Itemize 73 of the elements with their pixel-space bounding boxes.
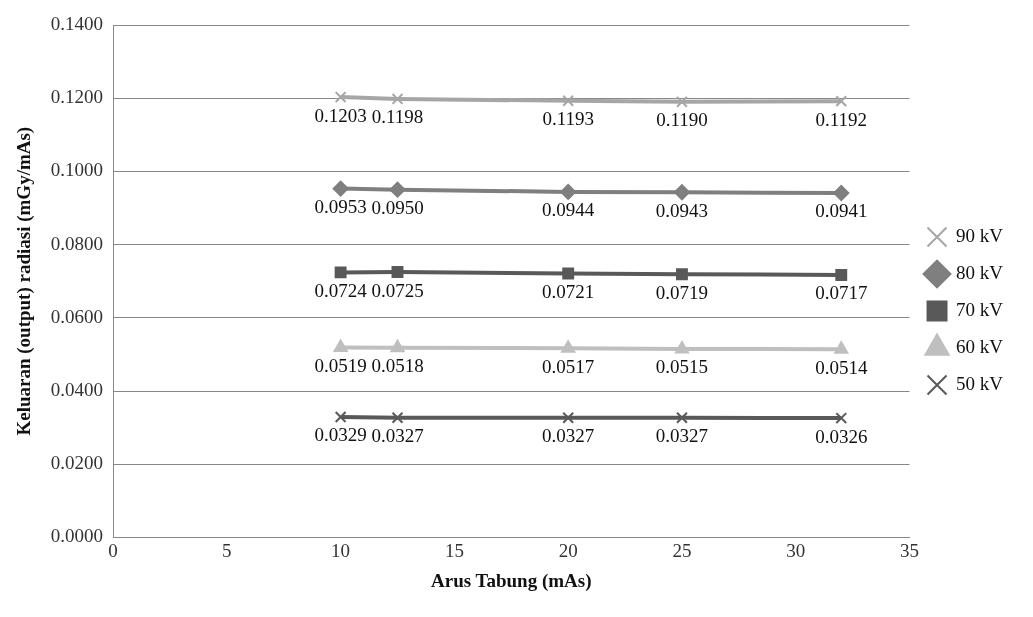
- data-label: 0.0327: [655, 425, 709, 447]
- legend-label: 90 kV: [956, 224, 1004, 246]
- data-label: 0.0719: [655, 281, 709, 303]
- point: [560, 183, 577, 200]
- legend-label: 80 kV: [956, 261, 1004, 283]
- data-label: 0.0717: [815, 282, 868, 304]
- point: [332, 180, 349, 197]
- data-label: 0.0327: [542, 425, 595, 447]
- point: [334, 266, 347, 279]
- point: [391, 92, 404, 105]
- data-label: 0.0519: [314, 354, 367, 376]
- data-label: 0.1192: [815, 108, 868, 130]
- x-tick-label: 25: [672, 539, 692, 561]
- point: [562, 94, 575, 107]
- data-label: 0.0724: [314, 279, 368, 301]
- x-tick-label: 5: [222, 539, 232, 561]
- x-tick-label: 15: [444, 539, 464, 561]
- y-tick-label: 0.0200: [50, 452, 104, 474]
- data-label: 0.0517: [542, 355, 595, 377]
- point: [562, 411, 575, 424]
- point: [390, 339, 405, 353]
- data-label: 0.0514: [815, 356, 868, 378]
- data-label: 0.0725: [371, 279, 424, 301]
- data-label: 0.0953: [314, 196, 367, 218]
- x-tick-label: 0: [108, 539, 118, 561]
- data-label: 0.0326: [815, 425, 868, 447]
- data-label: 0.0943: [655, 199, 709, 221]
- y-tick-label: 0.0400: [50, 378, 104, 400]
- y-tick-label: 0.0800: [50, 232, 104, 254]
- data-label: 0.0950: [371, 197, 424, 219]
- legend-label: 60 kV: [956, 335, 1004, 357]
- point: [674, 340, 690, 354]
- point: [391, 411, 404, 424]
- point: [676, 95, 688, 108]
- data-label: 0.0944: [542, 199, 595, 221]
- data-label: 0.0941: [815, 200, 868, 222]
- point: [835, 95, 848, 108]
- point: [334, 411, 347, 423]
- data-label: 0.1193: [542, 108, 594, 130]
- x-axis-title: Arus Tabung (mAs): [431, 569, 592, 592]
- x-tick-label: 10: [331, 539, 351, 561]
- point: [676, 411, 688, 424]
- y-tick-label: 0.1400: [50, 12, 104, 34]
- data-label: 0.0515: [655, 356, 709, 378]
- data-label: 0.0329: [314, 424, 367, 446]
- point: [834, 341, 849, 354]
- point: [389, 181, 406, 198]
- data-label: 0.0518: [371, 355, 424, 377]
- x-tick-label: 30: [786, 539, 806, 561]
- point: [835, 269, 848, 281]
- x-tick-label: 20: [558, 539, 578, 561]
- point: [673, 184, 690, 201]
- point: [391, 266, 404, 278]
- data-label: 0.0721: [542, 281, 595, 302]
- point: [333, 339, 348, 352]
- y-tick-label: 0.0000: [50, 525, 104, 547]
- point: [833, 184, 850, 201]
- point: [835, 412, 848, 425]
- legend-label: 70 kV: [956, 298, 1004, 320]
- point: [334, 91, 347, 104]
- data-label: 0.1190: [656, 109, 708, 131]
- data-label: 0.1198: [371, 106, 424, 128]
- y-axis-title: Keluaran (output) radiasi (mGy/mAs): [13, 126, 36, 436]
- y-tick-label: 0.1000: [50, 159, 104, 181]
- data-label: 0.1203: [314, 104, 367, 126]
- point: [562, 267, 575, 280]
- y-tick-label: 0.0600: [50, 305, 104, 327]
- x-tick-label: 35: [900, 539, 920, 561]
- legend-label: 50 kV: [956, 372, 1004, 394]
- y-tick-label: 0.1200: [50, 86, 104, 108]
- data-label: 0.0327: [371, 425, 424, 447]
- point: [561, 340, 576, 353]
- point: [676, 268, 688, 281]
